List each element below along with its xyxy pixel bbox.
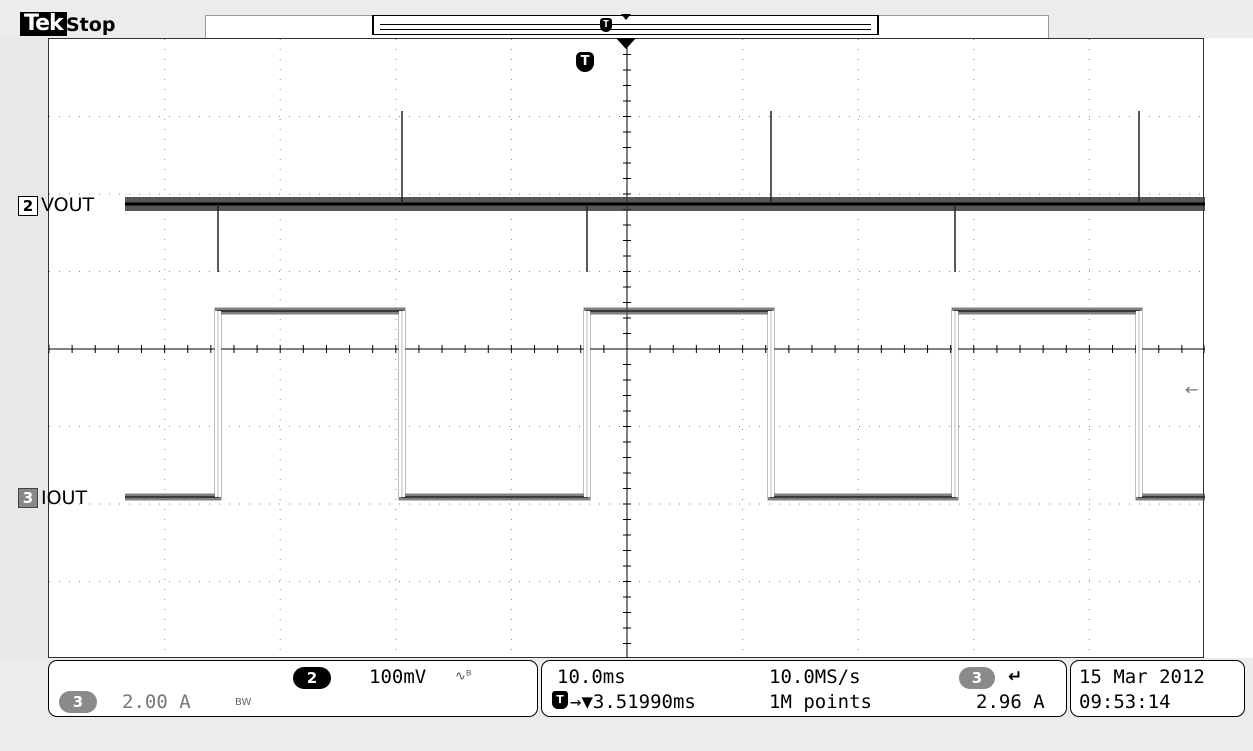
record-length: 1M points — [769, 691, 872, 713]
record-trigger-icon: T — [600, 18, 612, 32]
left-margin — [0, 0, 49, 751]
iout-trace-band — [125, 307, 1205, 501]
iout-trace — [125, 310, 1205, 498]
trigger-position-icon — [616, 38, 636, 49]
trigger-level: 2.96 A — [976, 691, 1045, 713]
record-position-icon — [621, 14, 631, 20]
channel-3-bw-label: BW — [235, 697, 252, 708]
date-time-box: 15 Mar 2012 09:53:14 — [1070, 660, 1245, 717]
sample-rate: 10.0MS/s — [769, 666, 861, 688]
channel-2-label: VOUT — [41, 194, 95, 216]
channel-2-scale: 100mV — [369, 666, 427, 688]
channel-2-badge: 2 — [293, 667, 331, 689]
acquisition-status: Stop — [66, 14, 116, 36]
channel-3-label: IOUT — [41, 487, 88, 509]
waveform-display — [49, 39, 1205, 659]
rising-edge-icon: ↵ — [1008, 667, 1023, 687]
bandwidth-limit-icon: ∿ᴮ — [455, 669, 472, 684]
trigger-offset-icon: T — [552, 691, 568, 709]
brand-logo: Tek — [20, 12, 67, 36]
time: 09:53:14 — [1079, 691, 1171, 713]
trigger-source-badge: 3 — [959, 667, 995, 689]
channel-3-marker[interactable]: 3 — [18, 488, 38, 508]
date: 15 Mar 2012 — [1079, 666, 1205, 688]
trigger-marker-icon: T — [576, 52, 594, 72]
time-per-division: 10.0ms — [557, 666, 626, 688]
horizontal-readout-box[interactable]: 10.0ms 10.0MS/s 3 ↵ T →▼3.51990ms 1M poi… — [541, 660, 1067, 717]
offset-arrow-icon: ← — [1185, 380, 1199, 399]
waveform-graticule — [48, 38, 1205, 659]
trigger-position: →▼3.51990ms — [570, 691, 696, 713]
vertical-readout-box[interactable]: 2 100mV ∿ᴮ 3 2.00 A BW — [48, 660, 538, 717]
channel-2-marker[interactable]: 2 — [18, 196, 38, 216]
channel-3-scale: 2.00 A — [122, 691, 191, 713]
channel-3-badge: 3 — [59, 691, 97, 713]
